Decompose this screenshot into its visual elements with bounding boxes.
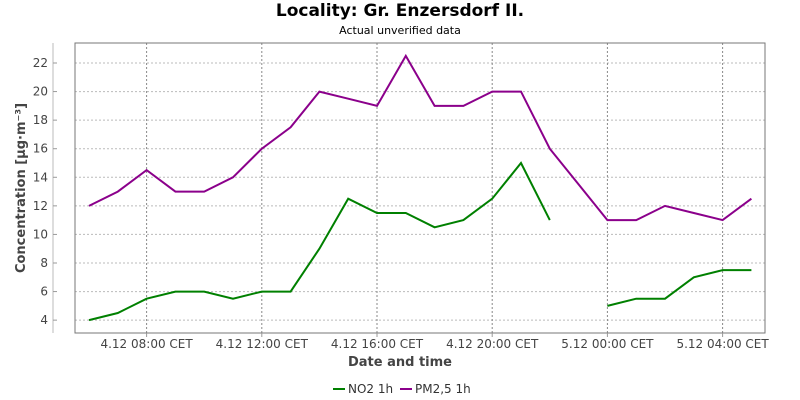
x-tick-label: 4.12 16:00 CET: [331, 337, 424, 351]
x-tick-label: 4.12 20:00 CET: [446, 337, 539, 351]
legend: NO2 1h PM2,5 1h: [333, 382, 471, 396]
y-tick-label: 20: [33, 85, 48, 99]
y-axis-label: Concentration [µg·m⁻³]: [14, 103, 29, 273]
y-tick-label: 16: [33, 142, 48, 156]
y-tick-label: 14: [33, 170, 48, 184]
y-tick-label: 6: [40, 285, 48, 299]
x-tick-label: 4.12 08:00 CET: [100, 337, 193, 351]
x-axis-label: Date and time: [348, 355, 452, 370]
y-tick-label: 10: [33, 227, 48, 241]
series-line-0: [88, 161, 752, 322]
chart-title: Locality: Gr. Enzersdorf II.: [275, 1, 525, 21]
series-line-1: [88, 53, 752, 222]
x-tick-label: 5.12 00:00 CET: [561, 337, 654, 351]
legend-label: NO2 1h: [348, 382, 393, 396]
y-tick-label: 8: [40, 256, 48, 270]
y-tick-label: 4: [40, 313, 48, 327]
x-tick-label: 4.12 12:00 CET: [216, 337, 309, 351]
y-tick-label: 22: [33, 56, 48, 70]
x-tick-label: 5.12 04:00 CET: [676, 337, 769, 351]
legend-label: PM2,5 1h: [415, 382, 471, 396]
plot-area: [74, 42, 766, 334]
chart-subtitle: Actual unverified data: [339, 24, 461, 37]
y-tick-label: 18: [33, 113, 48, 127]
y-tick-label: 12: [33, 199, 48, 213]
